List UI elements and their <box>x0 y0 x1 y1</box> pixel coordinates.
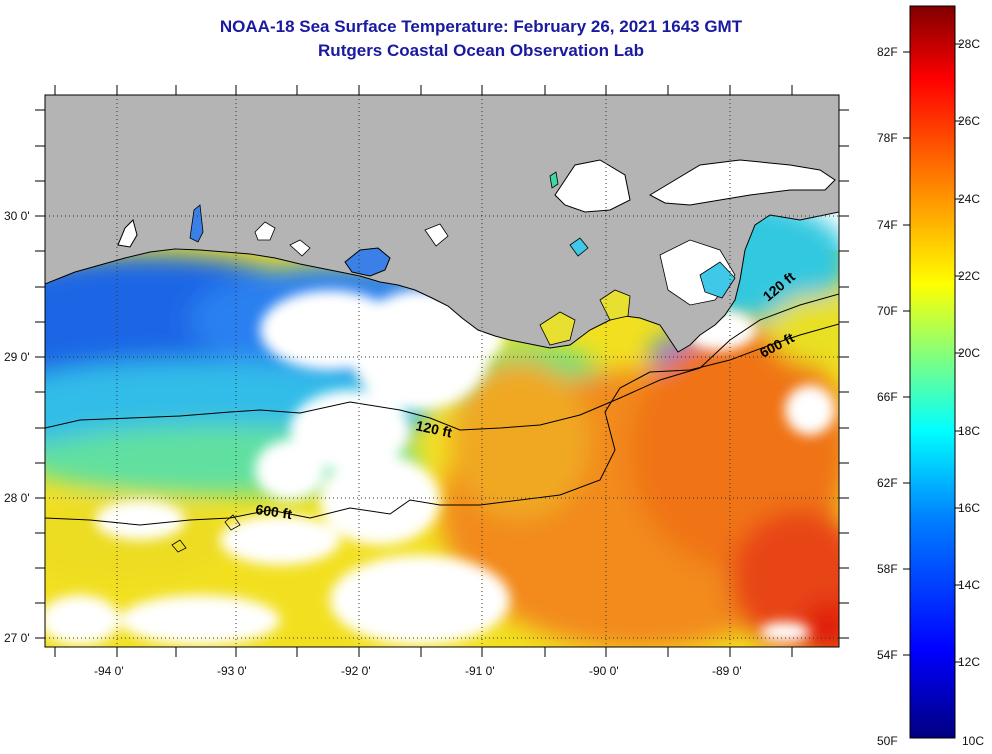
colorbar-c-label: 12C <box>958 655 981 669</box>
colorbar-f-label: 66F <box>877 390 898 404</box>
axis-ticks <box>35 85 849 657</box>
lake-shape <box>424 223 449 247</box>
lake-shape <box>699 261 736 299</box>
colorbar-f-label: 82F <box>877 45 898 59</box>
land-mass <box>45 95 839 353</box>
colorbar-c-label: 24C <box>958 192 981 206</box>
colorbar-f-label: 62F <box>877 476 898 490</box>
isobath-label: 600 ft <box>255 501 294 522</box>
lake-shape <box>344 247 391 277</box>
colorbar-c-label: 20C <box>958 346 981 360</box>
lake-shape <box>117 219 138 248</box>
lake-shape <box>289 239 311 257</box>
lat-label: 30 0' <box>4 209 30 223</box>
colorbar-f-label: 70F <box>877 304 898 318</box>
sst-field <box>45 200 839 647</box>
lon-label: -90 0' <box>589 664 619 678</box>
lake-shape <box>254 221 276 241</box>
colorbar-f-label: 58F <box>877 562 898 576</box>
colorbar-f-label: 50F <box>877 734 898 748</box>
colorbar-c-label: 18C <box>958 424 981 438</box>
map-title: NOAA-18 Sea Surface Temperature: Februar… <box>219 17 743 36</box>
lake-shape <box>554 159 631 213</box>
isobath-600ft <box>45 323 839 526</box>
isobath-label: 120 ft <box>414 417 453 440</box>
lake-shape <box>549 171 559 189</box>
lake-shape <box>539 311 576 346</box>
map-border <box>44 94 840 648</box>
colorbar-c-label: 16C <box>958 501 981 515</box>
lon-label: -89 0' <box>712 664 742 678</box>
colorbar-c-label: 26C <box>958 114 981 128</box>
colorbar-c-label: 14C <box>958 578 981 592</box>
lake-shape <box>189 204 204 243</box>
graticule <box>45 95 839 647</box>
colorbar-ticks <box>903 43 962 663</box>
lon-label: -92 0' <box>341 664 371 678</box>
isobath-600ft-loop <box>171 539 187 553</box>
lat-label: 28 0' <box>4 491 30 505</box>
lat-label: 29 0' <box>4 350 30 364</box>
lon-label: -93 0' <box>217 664 247 678</box>
isobath-120ft <box>45 293 839 431</box>
colorbar-f-label: 54F <box>877 648 898 662</box>
lon-label: -94 0' <box>94 664 124 678</box>
colorbar-gradient <box>909 5 956 739</box>
lake-shape <box>569 237 589 257</box>
colorbar-c-label: 22C <box>958 269 981 283</box>
map-subtitle: Rutgers Coastal Ocean Observation Lab <box>318 41 644 60</box>
isobath-600ft-loop <box>224 514 241 531</box>
lake-shape <box>599 289 631 321</box>
colorbar-f-label: 78F <box>877 131 898 145</box>
lat-label: 27 0' <box>4 631 30 645</box>
colorbar-c-label: 28C <box>958 37 981 51</box>
colorbar-c-label: 10C <box>962 734 985 748</box>
lon-label: -91 0' <box>465 664 495 678</box>
colorbar-f-label: 74F <box>877 218 898 232</box>
lake-shape <box>648 159 836 206</box>
